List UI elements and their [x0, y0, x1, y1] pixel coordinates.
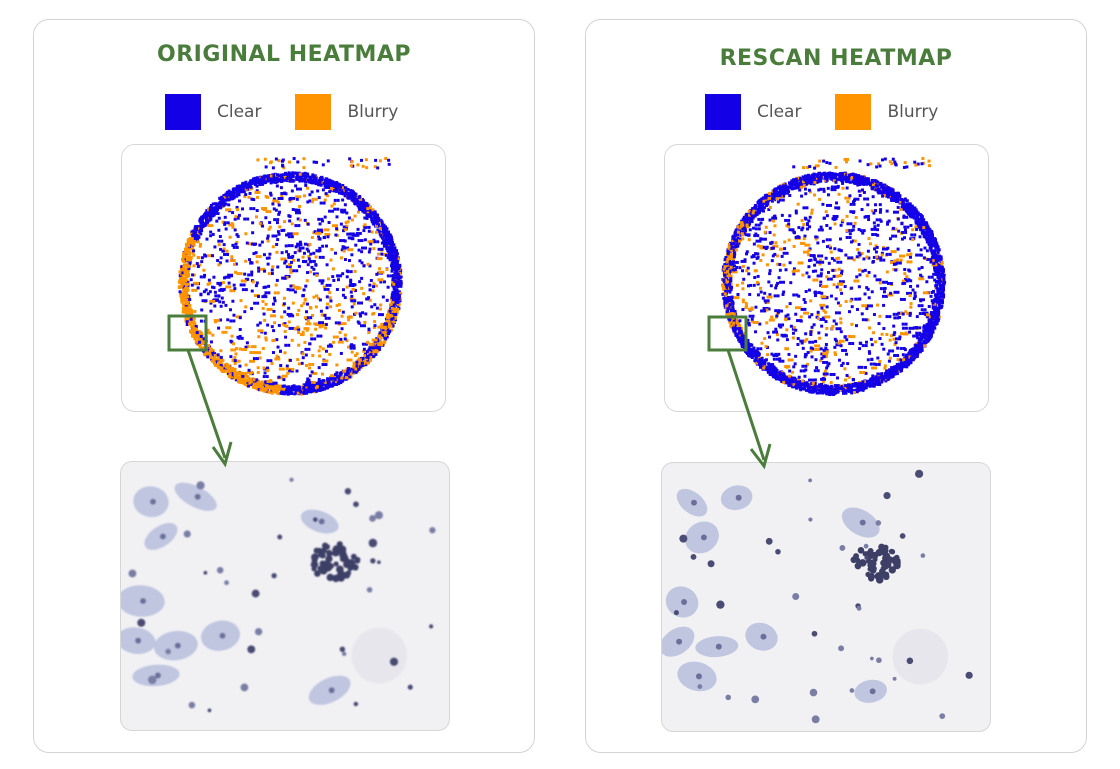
panel-title: ORIGINAL HEATMAP — [157, 42, 411, 67]
cell-cluster — [121, 477, 436, 713]
panel-title: RESCAN HEATMAP — [719, 46, 953, 71]
heatmap-image — [121, 144, 446, 412]
legend: Clear Blurry — [165, 94, 432, 130]
heatmap-dots — [720, 157, 947, 397]
legend-swatch-clear — [705, 94, 741, 130]
legend-label-blurry: Blurry — [347, 102, 399, 122]
legend-label-clear: Clear — [757, 102, 802, 122]
microscope-zoom-image — [120, 461, 450, 731]
legend-label-blurry: Blurry — [887, 102, 939, 122]
original-heatmap-panel: ORIGINAL HEATMAP Clear Blurry — [33, 19, 535, 753]
heatmap-scatter — [720, 157, 947, 397]
legend-swatch-blurry — [295, 94, 332, 130]
microscope-zoom-image — [661, 462, 991, 732]
legend-swatch-blurry — [835, 94, 872, 130]
heatmap-image — [664, 144, 989, 412]
legend-label-clear: Clear — [217, 102, 262, 122]
legend: Clear Blurry — [705, 94, 972, 130]
microscope-cells — [662, 469, 973, 724]
cell-cluster — [662, 469, 973, 724]
legend-swatch-clear — [165, 94, 201, 130]
rescan-heatmap-panel: RESCAN HEATMAP Clear Blurry — [585, 19, 1087, 753]
heatmap-dots — [177, 157, 403, 396]
heatmap-scatter — [177, 157, 403, 396]
microscope-cells — [121, 477, 436, 713]
